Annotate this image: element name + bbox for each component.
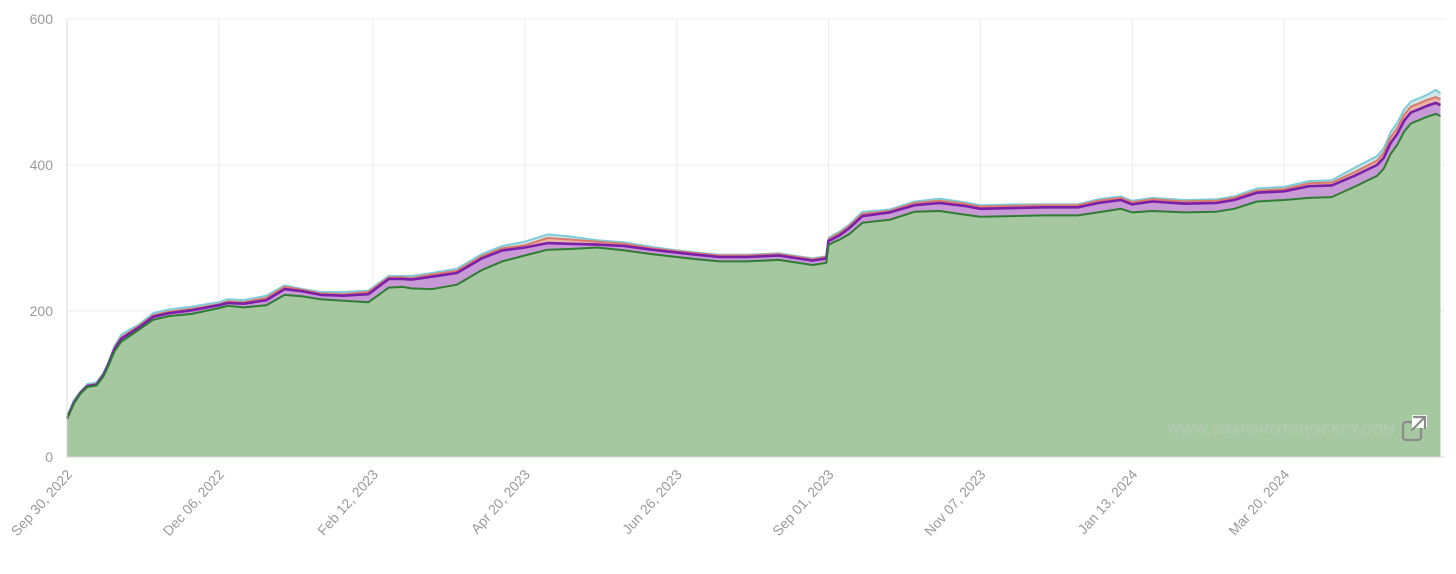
- watermark[interactable]: WWW.SNAPSHOTSHOCKEY.COM: [1167, 415, 1427, 442]
- x-tick-label: Jan 13, 2024: [1074, 466, 1140, 537]
- series-line-3: [66, 112, 1441, 420]
- x-tick-label: Feb 12, 2023: [314, 466, 381, 538]
- x-tick-label: Sep 30, 2022: [8, 466, 76, 539]
- series-line-2: [65, 101, 1442, 419]
- x-tick-label: Mar 20, 2024: [1225, 466, 1292, 538]
- x-tick-label: Jun 26, 2023: [619, 466, 685, 537]
- area-fill: [67, 113, 1441, 458]
- external-link-icon[interactable]: [1401, 415, 1427, 442]
- y-tick-label: 400: [30, 157, 54, 173]
- y-tick-label: 600: [30, 11, 54, 27]
- green-area: [67, 113, 1441, 458]
- series-lines: [65, 88, 1442, 420]
- watermark-text[interactable]: WWW.SNAPSHOTSHOCKEY.COM: [1167, 421, 1395, 437]
- y-tick-label: 0: [45, 449, 53, 465]
- x-tick-label: Nov 07, 2023: [921, 466, 989, 539]
- x-tick-label: Apr 20, 2023: [468, 466, 534, 536]
- x-tick-label: Sep 01, 2023: [769, 466, 837, 539]
- x-tick-label: Dec 06, 2022: [159, 466, 227, 539]
- y-tick-label: 200: [30, 303, 54, 319]
